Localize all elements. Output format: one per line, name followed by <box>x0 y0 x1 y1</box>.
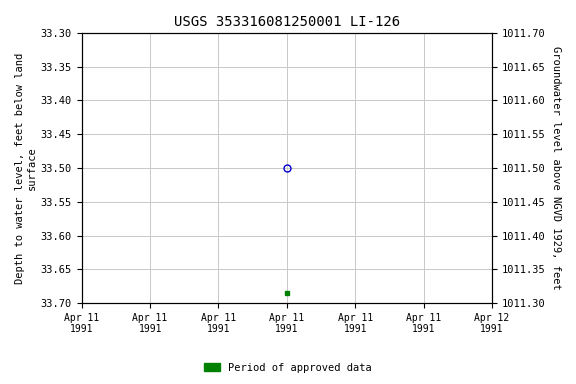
Y-axis label: Depth to water level, feet below land
surface: Depth to water level, feet below land su… <box>15 52 37 284</box>
Title: USGS 353316081250001 LI-126: USGS 353316081250001 LI-126 <box>174 15 400 29</box>
Legend: Period of approved data: Period of approved data <box>200 359 376 377</box>
Y-axis label: Groundwater level above NGVD 1929, feet: Groundwater level above NGVD 1929, feet <box>551 46 561 290</box>
